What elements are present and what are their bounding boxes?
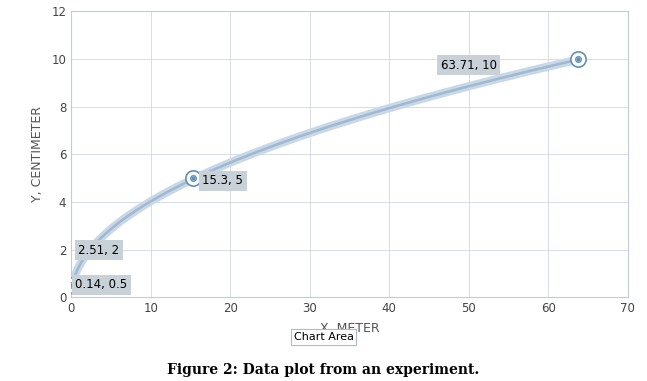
Text: 63.71, 10: 63.71, 10	[441, 59, 497, 72]
Text: Chart Area: Chart Area	[294, 332, 353, 342]
Text: 0.14, 0.5: 0.14, 0.5	[75, 278, 127, 291]
Text: 2.51, 2: 2.51, 2	[78, 244, 120, 257]
X-axis label: X, METER: X, METER	[320, 322, 379, 335]
Text: Figure 2: Data plot from an experiment.: Figure 2: Data plot from an experiment.	[168, 363, 479, 377]
Y-axis label: Y, CENTIMETER: Y, CENTIMETER	[31, 106, 45, 202]
Text: 15.3, 5: 15.3, 5	[203, 174, 243, 187]
